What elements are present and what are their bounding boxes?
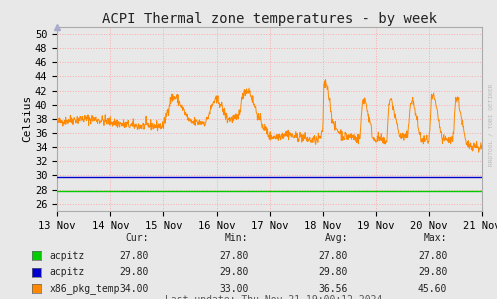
Text: acpitz: acpitz [50,251,85,261]
Text: x86_pkg_temp: x86_pkg_temp [50,283,120,294]
Text: 27.80: 27.80 [120,251,149,261]
Text: Avg:: Avg: [325,233,348,243]
Text: 27.80: 27.80 [219,251,248,261]
Text: 29.80: 29.80 [219,267,248,277]
Text: 29.80: 29.80 [120,267,149,277]
Text: 36.56: 36.56 [319,283,348,294]
Text: 27.80: 27.80 [418,251,447,261]
Text: 33.00: 33.00 [219,283,248,294]
Title: ACPI Thermal zone temperatures - by week: ACPI Thermal zone temperatures - by week [102,12,437,26]
Text: 29.80: 29.80 [418,267,447,277]
Text: 29.80: 29.80 [319,267,348,277]
Text: RRDTOOL / TOBI OETIKER: RRDTOOL / TOBI OETIKER [489,84,494,166]
Text: Last update: Thu Nov 21 19:00:12 2024: Last update: Thu Nov 21 19:00:12 2024 [165,295,382,299]
Text: Max:: Max: [424,233,447,243]
Text: 45.60: 45.60 [418,283,447,294]
Text: Min:: Min: [225,233,248,243]
Text: 27.80: 27.80 [319,251,348,261]
Text: acpitz: acpitz [50,267,85,277]
Text: Cur:: Cur: [126,233,149,243]
Text: 34.00: 34.00 [120,283,149,294]
Y-axis label: Celsius: Celsius [22,95,32,143]
